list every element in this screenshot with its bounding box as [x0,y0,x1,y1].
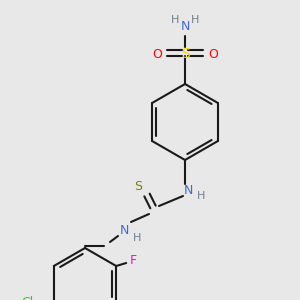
Text: H: H [197,191,205,201]
Text: S: S [181,47,189,61]
Text: N: N [183,184,193,196]
Text: H: H [171,15,179,25]
Text: F: F [130,254,137,268]
Text: H: H [191,15,199,25]
Text: N: N [180,20,190,34]
Text: S: S [134,181,142,194]
Text: H: H [133,233,141,243]
Text: O: O [208,47,218,61]
Text: Cl: Cl [22,296,34,300]
Text: O: O [152,47,162,61]
Text: N: N [119,224,129,236]
